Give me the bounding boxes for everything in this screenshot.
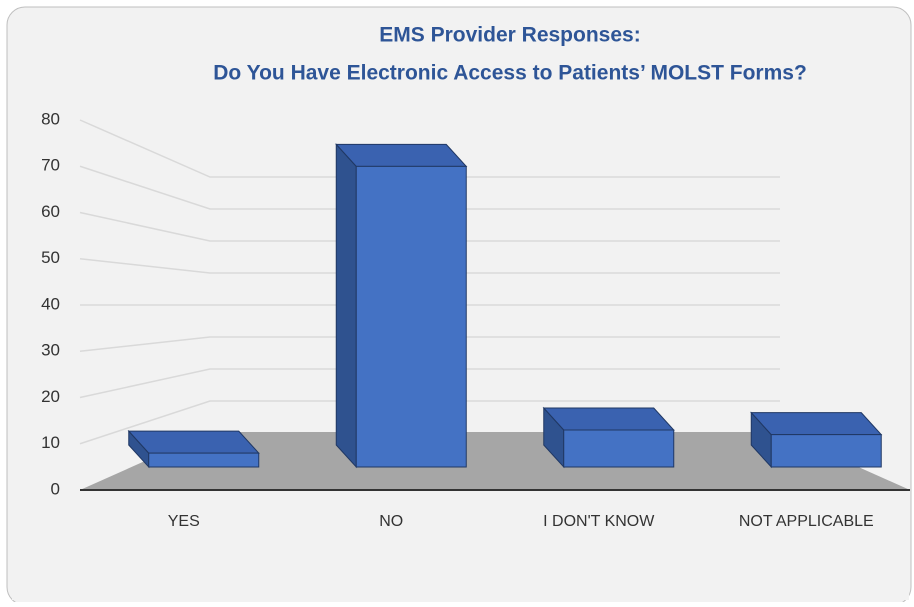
bar-side [335,143,357,469]
bar-top [750,412,883,436]
y-tick-label: 0 [51,479,60,498]
bar-top [542,407,675,431]
y-tick-label: 20 [41,387,60,406]
x-tick-label: NO [379,513,403,530]
grid-line [79,258,780,274]
y-tick-label: 60 [41,202,60,221]
bar-front [355,165,467,468]
grid-line [79,119,780,178]
grid-line [79,400,780,445]
y-tick-label: 10 [41,433,60,452]
bar-top [127,430,260,454]
x-tick-label: I DON'T KNOW [543,513,655,530]
chart-subtitle: Do You Have Electronic Access to Patient… [213,62,807,85]
chart-title: EMS Provider Responses: [379,24,640,47]
floor [80,432,910,490]
y-tick-label: 40 [41,294,60,313]
bar-front [148,452,260,468]
grid-line [79,336,780,352]
y-tick-label: 80 [41,109,60,128]
bar-front [770,434,882,468]
bar [335,143,468,469]
grid-line [79,211,780,242]
grid-line [79,368,780,399]
y-tick-label: 50 [41,248,60,267]
bar [542,406,675,469]
y-tick-label: 30 [41,341,60,360]
bar [127,429,260,469]
bar-front [563,429,675,468]
bar [750,411,883,469]
bar-top [335,143,468,167]
y-tick-label: 70 [41,156,60,175]
footer-band [12,545,909,600]
x-tick-label: NOT APPLICABLE [739,513,874,530]
grid-line [79,165,780,210]
x-tick-label: YES [168,513,200,530]
